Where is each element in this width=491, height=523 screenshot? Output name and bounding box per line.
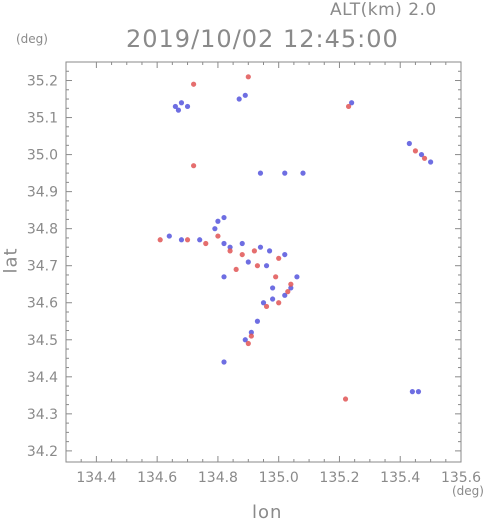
y-tick-label: 34.7 xyxy=(27,259,58,275)
y-tick-label: 34.5 xyxy=(27,333,58,349)
echo-point-red xyxy=(288,281,294,287)
echo-point-red xyxy=(254,263,261,269)
echo-point-red xyxy=(273,274,279,280)
echo-point-blue xyxy=(184,103,191,110)
echo-point-red xyxy=(263,303,270,310)
echo-point-red xyxy=(245,340,251,347)
x-tick-label: 134.8 xyxy=(198,470,238,486)
plot-frame xyxy=(65,61,462,463)
echo-point-blue xyxy=(215,218,221,224)
y-axis-unit: (deg) xyxy=(16,32,48,46)
echo-point-red xyxy=(285,289,291,295)
x-tick-label: 135.0 xyxy=(259,470,299,486)
echo-point-red xyxy=(276,300,282,306)
y-tick-label: 34.4 xyxy=(27,370,58,386)
y-tick-label: 34.3 xyxy=(27,407,58,423)
echo-point-red xyxy=(342,396,349,402)
echo-point-blue xyxy=(197,237,203,243)
echo-point-blue xyxy=(409,389,415,395)
echo-point-red xyxy=(276,255,282,261)
echo-point-blue xyxy=(263,263,270,269)
echo-point-red xyxy=(251,248,257,254)
echo-point-blue xyxy=(418,151,425,158)
echo-point-red xyxy=(248,333,254,339)
echo-point-blue xyxy=(178,237,185,243)
echo-point-blue xyxy=(270,296,276,302)
echo-point-blue xyxy=(254,318,261,324)
y-tick-label: 34.2 xyxy=(27,444,58,460)
echo-point-blue xyxy=(236,96,242,102)
echo-point-blue xyxy=(248,329,254,335)
y-tick-label: 35.2 xyxy=(27,74,58,90)
x-tick-label: 135.6 xyxy=(441,470,481,486)
echo-point-red xyxy=(227,248,233,254)
echo-point-blue xyxy=(257,170,264,176)
echo-point-red xyxy=(239,251,245,258)
echo-point-blue xyxy=(349,100,355,106)
echo-point-blue xyxy=(282,251,288,258)
echo-point-blue xyxy=(282,170,288,176)
y-tick-label: 35.1 xyxy=(27,111,58,127)
echo-point-red xyxy=(245,74,251,80)
echo-point-blue xyxy=(166,233,172,239)
echo-point-blue xyxy=(282,292,288,298)
echo-point-blue xyxy=(242,92,248,98)
echo-point-red xyxy=(345,103,352,110)
echo-point-red xyxy=(233,266,239,273)
echo-point-red xyxy=(203,240,209,247)
x-tick-label: 135.2 xyxy=(319,470,359,486)
echo-point-red xyxy=(184,237,191,243)
echo-point-red xyxy=(412,148,419,154)
echo-point-red xyxy=(157,237,163,243)
echo-point-blue xyxy=(227,244,233,250)
y-tick-label: 34.9 xyxy=(27,185,58,201)
y-axis-label: lat xyxy=(0,247,22,274)
echo-point-red xyxy=(215,233,221,239)
echo-point-blue xyxy=(270,285,276,291)
echo-point-blue xyxy=(294,274,300,280)
echo-point-blue xyxy=(288,285,294,291)
echo-point-blue xyxy=(406,140,412,147)
echo-point-blue xyxy=(221,274,227,280)
echo-point-red xyxy=(191,81,197,87)
x-axis-unit: (deg) xyxy=(452,484,484,498)
echo-point-blue xyxy=(221,359,227,365)
echo-point-blue xyxy=(266,248,273,254)
chart-title-datetime: 2019/10/02 12:45:00 xyxy=(126,25,399,53)
x-axis-label: lon xyxy=(252,502,283,523)
echo-point-blue xyxy=(212,226,218,232)
echo-point-red xyxy=(191,163,197,169)
echo-point-blue xyxy=(260,300,267,306)
y-tick-label: 35.0 xyxy=(27,148,58,164)
y-tick-label: 34.8 xyxy=(27,222,58,238)
echo-point-blue xyxy=(221,214,227,221)
echo-point-blue xyxy=(428,159,434,165)
x-tick-label: 134.4 xyxy=(76,470,116,486)
echo-point-blue xyxy=(172,103,178,110)
echo-point-blue xyxy=(300,170,306,176)
y-tick-label: 34.6 xyxy=(27,296,58,312)
echo-point-blue xyxy=(415,389,422,395)
echo-point-blue xyxy=(242,337,248,343)
echo-point-blue xyxy=(175,107,182,113)
echo-point-blue xyxy=(178,100,185,106)
altitude-label: ALT(km) 2.0 xyxy=(330,0,437,20)
echo-point-blue xyxy=(257,244,264,250)
x-tick-label: 135.4 xyxy=(380,470,420,486)
echo-point-blue xyxy=(221,240,227,247)
echo-point-blue xyxy=(245,259,251,265)
echo-point-blue xyxy=(239,240,245,247)
x-tick-label: 134.6 xyxy=(137,470,177,486)
echo-point-red xyxy=(421,155,428,161)
